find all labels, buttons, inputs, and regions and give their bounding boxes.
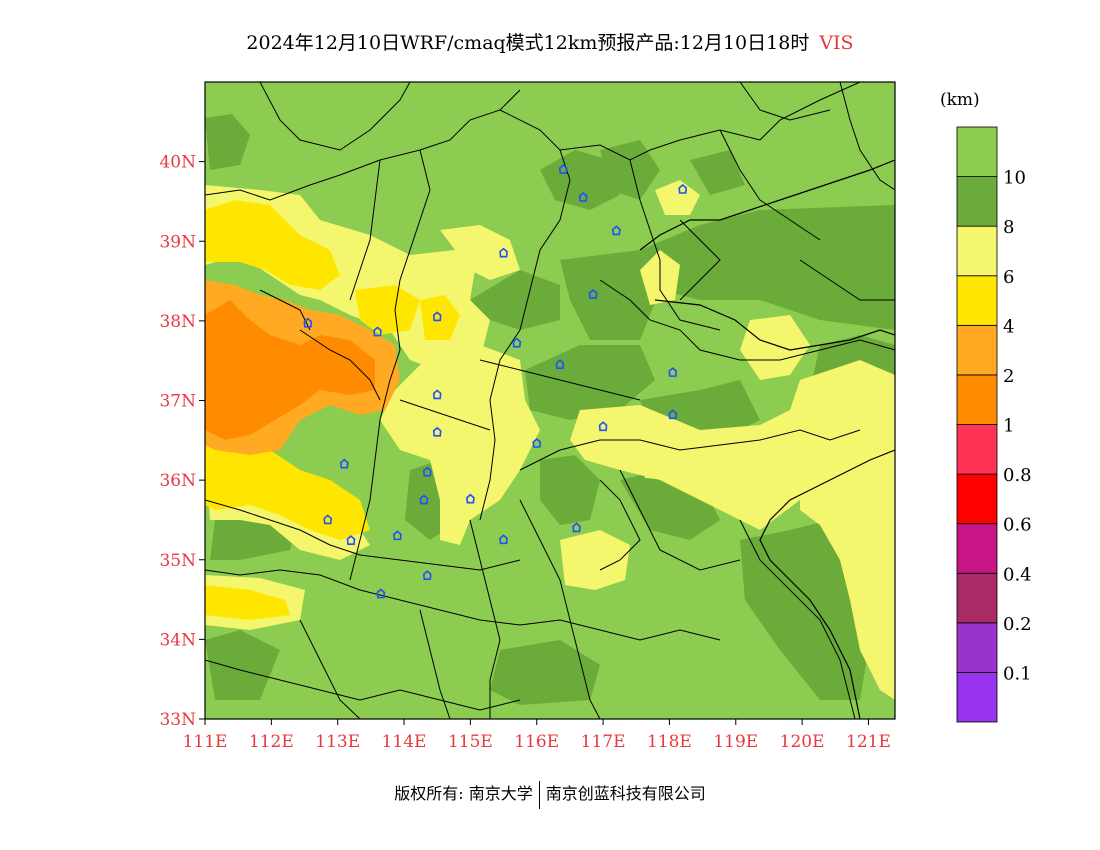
station-marker-icon xyxy=(572,522,581,533)
colorbar-swatch xyxy=(956,473,998,525)
station-marker-icon xyxy=(432,426,442,437)
copyright-right: 南京创蓝科技有限公司 xyxy=(545,784,706,803)
station-marker-icon xyxy=(466,493,475,504)
lon-tick-label: 121E xyxy=(846,732,891,752)
colorbar-label: 0.1 xyxy=(1003,663,1032,684)
station-marker-icon xyxy=(499,534,508,545)
station-marker-icon xyxy=(558,164,568,174)
colorbar-label: 0.4 xyxy=(1003,564,1032,585)
colorbar-label: 8 xyxy=(1003,217,1014,238)
lat-tick-label: 33N xyxy=(159,710,196,730)
colorbar xyxy=(956,126,998,723)
colorbar-label: 1 xyxy=(1003,416,1014,437)
station-marker-icon xyxy=(339,458,349,469)
lat-tick-label: 38N xyxy=(159,312,196,332)
lon-tick-label: 116E xyxy=(514,732,559,752)
variable-name: VIS xyxy=(819,32,854,54)
colorbar-swatch xyxy=(956,275,998,326)
station-marker-icon xyxy=(678,183,688,194)
lon-tick-label: 111E xyxy=(183,732,228,752)
colorbar-label: 0.2 xyxy=(1003,614,1032,635)
station-marker-icon xyxy=(668,409,678,420)
colorbar-swatch xyxy=(956,424,998,475)
station-marker-icon xyxy=(578,191,588,202)
colorbar-swatch xyxy=(956,622,998,673)
colorbar-swatch xyxy=(956,225,998,277)
station-marker-icon xyxy=(346,535,356,545)
colorbar-label: 0.6 xyxy=(1003,515,1032,536)
station-marker-icon xyxy=(532,437,542,448)
copyright-left: 版权所有: 南京大学 xyxy=(394,784,533,803)
colorbar-labels: 0.1 0.2 0.4 0.6 0.8 1 2 4 6 8 10 xyxy=(1003,168,1032,685)
station-marker-icon xyxy=(419,494,429,505)
latitude-tick-labels: 33N 34N 35N 36N 37N 38N 39N 40N xyxy=(159,153,196,730)
footer-separator xyxy=(538,780,540,809)
copyright-footer: 版权所有: 南京大学 南京创蓝科技有限公司 xyxy=(0,780,1100,809)
colorbar-swatch xyxy=(956,572,998,624)
station-marker-icon xyxy=(373,326,382,337)
page-title: 2024年12月10日WRF/cmaq模式12km预报产品:12月10日18时 V… xyxy=(0,28,1100,55)
colorbar-label: 0.8 xyxy=(1003,465,1032,486)
lon-tick-label: 119E xyxy=(713,732,758,752)
lon-tick-label: 118E xyxy=(647,732,692,752)
station-marker-icon xyxy=(598,421,608,432)
longitude-tick-labels: 111E 112E 113E 114E 115E 116E 117E 118E 119E 120E… xyxy=(183,732,891,752)
lat-tick-label: 37N xyxy=(159,392,196,412)
lon-tick-label: 115E xyxy=(448,732,493,752)
orange-regions xyxy=(205,300,375,440)
colorbar-swatch xyxy=(956,176,998,227)
colorbar-label: 4 xyxy=(1003,316,1014,337)
station-marker-icon xyxy=(432,389,442,400)
coastline xyxy=(639,159,895,719)
title-text: 2024年12月10日WRF/cmaq模式12km预报产品:12月10日18时 xyxy=(246,32,810,54)
station-marker-icon xyxy=(668,367,678,377)
station-marker-icon xyxy=(422,466,432,477)
station-marker-icon xyxy=(612,225,621,236)
station-markers xyxy=(303,164,688,599)
lon-tick-label: 120E xyxy=(780,732,825,752)
station-marker-icon xyxy=(422,570,432,580)
station-marker-icon xyxy=(303,317,313,328)
map-panel xyxy=(205,82,895,719)
colorbar-swatch xyxy=(956,523,998,574)
colorbar-label: 6 xyxy=(1003,267,1014,288)
colorbar-swatch xyxy=(956,324,998,376)
lat-tick-label: 40N xyxy=(159,153,196,173)
colorbar-label: 2 xyxy=(1003,366,1014,387)
station-marker-icon xyxy=(376,588,386,599)
station-marker-icon xyxy=(512,337,522,348)
colorbar-unit: (km) xyxy=(940,90,980,110)
station-marker-icon xyxy=(588,289,598,299)
lon-tick-label: 113E xyxy=(315,732,360,752)
lat-tick-label: 35N xyxy=(159,551,196,571)
colorbar-swatch xyxy=(956,672,998,723)
colorbar-swatch xyxy=(956,126,998,177)
station-marker-icon xyxy=(393,530,402,541)
admin-boundaries xyxy=(205,82,895,719)
colorbar-swatch xyxy=(956,374,998,425)
station-marker-icon xyxy=(323,514,333,525)
lat-tick-label: 36N xyxy=(159,471,196,491)
lat-tick-label: 34N xyxy=(159,630,196,650)
lon-tick-label: 114E xyxy=(382,732,427,752)
lon-tick-label: 117E xyxy=(581,732,626,752)
station-marker-icon xyxy=(432,311,442,322)
station-marker-icon xyxy=(555,359,565,369)
lon-tick-label: 112E xyxy=(249,732,294,752)
station-marker-icon xyxy=(499,247,508,258)
colorbar-label: 10 xyxy=(1003,168,1026,189)
axis-ticks xyxy=(199,161,869,725)
lat-tick-label: 39N xyxy=(159,232,196,252)
